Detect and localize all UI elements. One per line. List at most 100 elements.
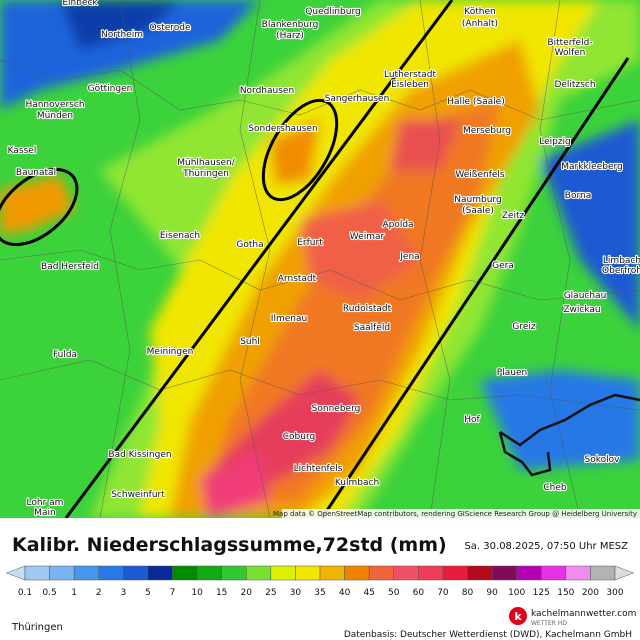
brand-logo <box>509 607 527 625</box>
legend-label: 3 <box>120 588 126 598</box>
legend-swatch <box>172 565 198 581</box>
legend-label: 300 <box>606 588 623 598</box>
brand-sub: WETTER HD <box>531 620 567 627</box>
legend-label: 90 <box>486 588 498 598</box>
legend-arrow <box>5 565 26 581</box>
city-label: Greiz <box>512 322 536 332</box>
city-label: Lichtenfels <box>294 464 343 474</box>
city-label: Borna <box>565 191 591 201</box>
brand: kachelmannwetter.com <box>531 609 636 619</box>
legend-swatch <box>270 565 296 581</box>
legend-label: 10 <box>191 588 203 598</box>
city-label: (Saale) <box>462 206 494 216</box>
city-label: Suhl <box>240 337 260 347</box>
legend-label: 2 <box>96 588 102 598</box>
city-label: Zeitz <box>502 211 525 221</box>
legend-swatch <box>73 565 99 581</box>
city-label: Thüringen <box>182 169 229 179</box>
legend-label: 60 <box>413 588 425 598</box>
city-label: Zwickau <box>563 305 600 315</box>
city-label: Weißenfels <box>455 170 505 180</box>
city-label: Hof <box>464 415 480 425</box>
city-label: Sondershausen <box>248 124 317 134</box>
city-label: Apolda <box>382 220 413 230</box>
city-label: Münden <box>37 111 73 121</box>
city-label: Cheb <box>543 483 567 493</box>
legend-swatch <box>246 565 272 581</box>
city-label: Lohr am <box>27 498 64 508</box>
legend-label: 7 <box>170 588 176 598</box>
legend-label: 30 <box>290 588 302 598</box>
legend-swatch <box>221 565 247 581</box>
legend-label: 25 <box>265 588 276 598</box>
city-label: Main <box>34 508 56 518</box>
city-label: Erfurt <box>297 238 323 248</box>
legend-swatch <box>565 565 591 581</box>
city-label: Sonneberg <box>312 404 361 414</box>
legend-label: 50 <box>388 588 400 598</box>
city-label: Weimar <box>350 232 385 242</box>
precipitation-map: Einbeck Quedlinburg Blankenburg(Harz) Oster… <box>0 0 640 518</box>
city-label: Bitterfeld- <box>547 38 592 48</box>
city-label: Göttingen <box>88 84 133 94</box>
timestamp: Sa. 30.08.2025, 07:50 Uhr MESZ <box>464 541 628 552</box>
legend-swatch <box>541 565 567 581</box>
city-label: Plauen <box>497 368 527 378</box>
legend-swatch <box>393 565 419 581</box>
legend-swatch <box>344 565 370 581</box>
city-labels: Einbeck Quedlinburg Blankenburg(Harz) Oster… <box>7 0 640 518</box>
brand-logo-letter: k <box>514 610 522 623</box>
city-label: Naumburg <box>454 195 501 205</box>
city-label: Bad Hersfeld <box>41 262 99 272</box>
city-label: Mühlhausen/ <box>177 158 236 168</box>
legend-swatch <box>418 565 444 581</box>
legend-label: 20 <box>241 588 253 598</box>
city-label: (Harz) <box>276 31 304 41</box>
city-label: Markkleeberg <box>561 162 622 172</box>
city-label: Northeim <box>101 30 143 40</box>
city-label: Kulmbach <box>335 478 379 488</box>
city-label: Quedlinburg <box>305 7 360 17</box>
city-label: Osterode <box>149 23 191 33</box>
city-label: Merseburg <box>463 126 511 136</box>
legend-label: 70 <box>437 588 449 598</box>
city-label: Lutherstadt <box>384 70 436 80</box>
legend-swatch <box>442 565 468 581</box>
legend-label: 125 <box>533 588 550 598</box>
title: Kalibr. Niederschlagssumme,72std (mm) <box>12 534 447 556</box>
legend-arrow <box>614 565 635 581</box>
legend-swatch <box>49 565 75 581</box>
city-label: Blankenburg <box>262 20 319 30</box>
legend-label: 200 <box>582 588 599 598</box>
city-label: Eisleben <box>391 80 429 90</box>
legend-label: 5 <box>145 588 151 598</box>
legend-swatch <box>319 565 345 581</box>
city-label: Rudolstadt <box>343 304 392 314</box>
city-label: Gotha <box>236 240 263 250</box>
legend-swatch <box>147 565 173 581</box>
legend-swatch <box>24 565 50 581</box>
city-label: (Anhalt) <box>462 19 498 29</box>
city-label: Einbeck <box>62 0 98 8</box>
legend: 0.1 0.5 1 2 3 5 7 10 15 20 25 30 35 40 45 50 60 70 80 90 100… <box>5 565 635 598</box>
legend-swatch <box>295 565 321 581</box>
legend-label: 150 <box>557 588 574 598</box>
city-label: Sokolov <box>585 455 621 465</box>
city-label: Oberfroh <box>602 266 640 276</box>
legend-label: 1 <box>71 588 77 598</box>
city-label: Sangerhausen <box>325 94 390 104</box>
city-label: Eisenach <box>160 231 200 241</box>
city-label: Coburg <box>283 432 315 442</box>
legend-swatch <box>590 565 616 581</box>
footer: Kalibr. Niederschlagssumme,72std (mm) Sa… <box>5 534 636 640</box>
legend-label: 35 <box>314 588 325 598</box>
legend-swatch <box>491 565 517 581</box>
legend-swatch <box>98 565 124 581</box>
city-label: Hannoversch <box>25 100 84 110</box>
legend-label: 45 <box>363 588 374 598</box>
legend-label: 15 <box>216 588 227 598</box>
city-label: Nordhausen <box>240 86 294 96</box>
city-label: Arnstadt <box>278 274 317 284</box>
city-label: Ilmenau <box>271 314 307 324</box>
